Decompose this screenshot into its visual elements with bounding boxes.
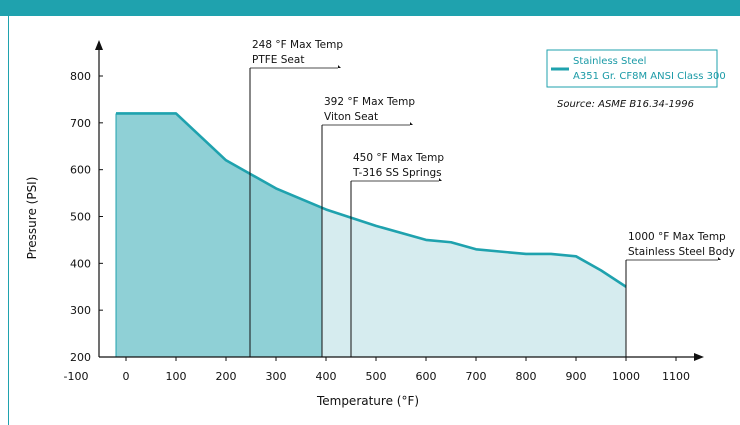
x-tick-label: -100 — [64, 370, 89, 383]
annotation-subtitle: Stainless Steel Body — [628, 246, 735, 258]
axis-layer: -100 0 100 200 300 400 500 600 700 800 900 1000 1100… — [64, 40, 704, 383]
area-layer — [116, 113, 626, 357]
x-tick-label: 500 — [366, 370, 387, 383]
x-tick-label: 100 — [166, 370, 187, 383]
x-tick-label: 1100 — [662, 370, 690, 383]
x-axis-label: Temperature (°F) — [316, 394, 419, 408]
annotation-title: 248 °F Max Temp — [252, 39, 343, 51]
y-tick-label: 800 — [70, 70, 91, 83]
x-tick-label: 900 — [566, 370, 587, 383]
legend-box — [546, 49, 718, 88]
area-fill-low-temp — [116, 113, 322, 357]
header-bar — [0, 0, 740, 16]
y-tick-label: 200 — [70, 351, 91, 364]
x-tick-label: 1000 — [612, 370, 640, 383]
y-axis-arrow — [95, 40, 103, 50]
x-tick-label: 600 — [416, 370, 437, 383]
annotation-arrowhead — [439, 178, 442, 181]
annotation-248: 248 °F Max Temp PTFE Seat — [249, 39, 343, 357]
x-tick-label: 200 — [216, 370, 237, 383]
y-axis-label: Pressure (PSI) — [25, 177, 39, 260]
y-tick-label: 400 — [70, 257, 91, 270]
legend-label-line2: A351 Gr. CF8M ANSI Class 300 — [573, 71, 726, 82]
x-tick-label: 800 — [516, 370, 537, 383]
legend: Stainless Steel A351 Gr. CF8M ANSI Class… — [546, 49, 726, 88]
annotation-392: 392 °F Max Temp Viton Seat — [321, 96, 415, 357]
y-tick-label: 300 — [70, 304, 91, 317]
annotation-subtitle: PTFE Seat — [252, 54, 304, 66]
annotation-subtitle: T-316 SS Springs — [352, 167, 442, 179]
legend-label-line1: Stainless Steel — [573, 56, 646, 67]
annotation-arrowhead — [410, 122, 413, 125]
y-tick-label: 600 — [70, 164, 91, 177]
x-tick-label: 700 — [466, 370, 487, 383]
frame-rule — [8, 16, 9, 425]
annotation-title: 450 °F Max Temp — [353, 152, 444, 164]
y-tick-label: 500 — [70, 211, 91, 224]
x-tick-label: 0 — [123, 370, 130, 383]
y-tick-label: 700 — [70, 117, 91, 130]
annotation-1000: 1000 °F Max Temp Stainless Steel Body — [625, 231, 735, 357]
x-tick-label: 300 — [266, 370, 287, 383]
x-tick-label: 400 — [316, 370, 337, 383]
series-line — [116, 112, 627, 288]
annotation-title: 392 °F Max Temp — [324, 96, 415, 108]
series-layer — [115, 112, 627, 357]
annotation-450: 450 °F Max Temp T-316 SS Springs — [350, 152, 444, 357]
annotation-title: 1000 °F Max Temp — [628, 231, 726, 243]
annotation-arrowhead — [338, 65, 341, 68]
source-note: Source: ASME B16.34-1996 — [557, 99, 694, 110]
annotation-layer: 248 °F Max Temp PTFE Seat 392 °F Max Temp V… — [249, 39, 735, 357]
x-axis-arrow — [694, 353, 704, 361]
annotation-subtitle: Viton Seat — [324, 111, 378, 123]
annotation-arrowhead — [718, 257, 721, 260]
area-fill-high-temp — [322, 207, 626, 357]
